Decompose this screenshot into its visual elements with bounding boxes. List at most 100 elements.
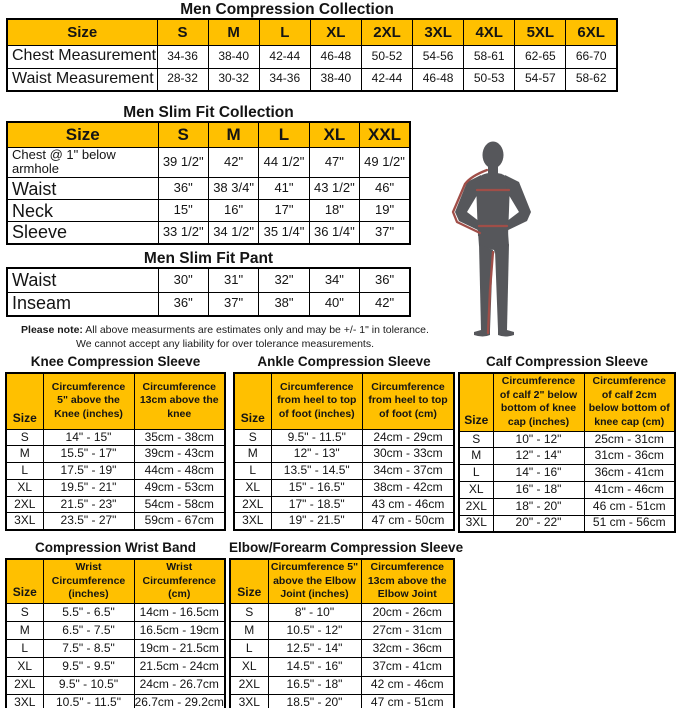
row-label-cell: M [229,621,269,641]
value-cell: 16" - 18" [492,480,585,499]
table-row: Chest @ 1" below armhole 39 1/2" 42" 44 1/2… [6,146,411,179]
wrist-band-title: Compression Wrist Band [34,540,197,555]
table-row: Waist 30" 31" 32" 34" 36" [6,267,411,293]
row-label-cell: XL [233,478,272,497]
size-header-cell: Size [6,18,158,46]
table-row: 3XL 18.5" - 20" 47 cm - 51cm [229,693,455,708]
value-cell: 62-65 [514,44,567,69]
table-row: 2XL 18" - 20" 46 cm - 51cm [458,497,676,516]
table-header: Size Circumference 5" above the Elbow Joi… [229,558,455,604]
inseam-measure-line [486,250,495,335]
value-cell: 31" [207,267,260,293]
value-cell: 14" - 15" [42,428,135,447]
value-cell: 10.5" - 11.5" [42,693,135,708]
men-slim-fit-table: Size S M L XL XXL Chest @ 1" below armhole 39 … [6,121,411,246]
value-cell: 47" [308,146,361,179]
value-cell: 34" [308,267,361,293]
table-row: M 12" - 13" 30cm - 33cm [233,445,455,464]
row-label-cell: XL [5,478,44,497]
header-row: Size S M L XL 2XL 3XL 4XL 5XL 6XL [6,18,618,46]
note-label: Please note: [21,324,83,336]
value-cell: 34cm - 37cm [362,462,455,480]
column-header-cell: Circumference 13cm above the knee [133,372,226,430]
value-cell: 41cm - 46cm [583,480,676,499]
value-cell: 38cm - 42cm [362,478,455,497]
column-header-cell: XL [308,121,361,148]
value-cell: 17" - 18.5" [270,495,363,514]
table-body: Chest Measurement 34-36 38-40 42-44 46-48 50-… [6,44,618,92]
value-cell: 36" [157,177,209,201]
row-label-cell: Waist [6,177,159,201]
value-cell: 26.7cm - 29.2cm [133,693,226,708]
table-row: L 14" - 16" 36cm - 41cm [458,464,676,482]
table-body: S 10" - 12" 25cm - 31cm M 12" - 14" 31cm - 36… [458,430,676,533]
table-body: Waist 30" 31" 32" 34" 36" Inseam 36" 37" 38" 40" 42… [6,267,411,317]
row-label-cell: M [233,445,272,464]
wrist-band-block: Compression Wrist Band Size Wrist Circumf… [5,540,226,708]
value-cell: 51 cm - 56cm [583,514,676,533]
value-cell: 19.5" - 21" [42,478,135,497]
column-header-cell: 6XL [565,18,618,46]
size-header-cell: Size [5,372,44,430]
elbow-sleeve-title: Elbow/Forearm Compression Sleeve [229,540,464,555]
row-label-cell: S [458,430,494,449]
size-header-cell: Size [5,558,44,604]
silhouette-pelvis [478,232,509,254]
column-header-cell: S [157,121,209,148]
silhouette-neck [488,165,498,175]
value-cell: 16.5cm - 19cm [133,621,226,641]
value-cell: 58-62 [565,67,618,92]
table-row: L 7.5" - 8.5" 19cm - 21.5cm [5,639,226,659]
column-header-cell: Circumference 5" above the Elbow Joint (… [267,558,362,604]
table-row: L 13.5" - 14.5" 34cm - 37cm [233,462,455,480]
knee-sleeve-title: Knee Compression Sleeve [30,354,201,369]
value-cell: 38 3/4" [207,177,260,201]
value-cell: 18" - 20" [492,497,585,516]
value-cell: 35 1/4" [258,221,310,245]
column-header-cell: Circumference of calf 2" below bottom of… [492,372,585,432]
table-header: Size S M L XL XXL [6,121,411,148]
value-cell: 12.5" - 14" [267,639,362,659]
value-cell: 42 cm - 46cm [360,675,455,695]
value-cell: 43 cm - 46cm [362,495,455,514]
table-row: M 6.5" - 7.5" 16.5cm - 19cm [5,621,226,641]
row-label-cell: Neck [6,199,159,223]
wrist-band-table: Size Wrist Circumference (inches) Wrist Ci… [5,558,226,708]
table-row: 2XL 17" - 18.5" 43 cm - 46cm [233,495,455,514]
value-cell: 37" [207,291,260,317]
value-cell: 19" - 21.5" [270,512,363,531]
column-header-cell: L [258,121,310,148]
table-row: S 5.5" - 6.5" 14cm - 16.5cm [5,602,226,623]
table-header: Size Circumference of calf 2" below botto… [458,372,676,432]
column-header-cell: Circumference 5" above the Knee (inches) [42,372,135,430]
value-cell: 47 cm - 50cm [362,512,455,531]
value-cell: 5.5" - 6.5" [42,602,135,623]
silhouette-left-foot [474,330,490,337]
size-header-cell: Size [229,558,269,604]
table-header: Size Circumference 5" above the Knee (inc… [5,372,226,430]
value-cell: 9.5" - 11.5" [270,428,363,447]
value-cell: 33 1/2" [157,221,209,245]
value-cell: 16" [207,199,260,223]
value-cell: 17.5" - 19" [42,462,135,480]
table-header: Size Circumference from heel to top of fo… [233,372,455,430]
table-row: S 10" - 12" 25cm - 31cm [458,430,676,449]
column-header-cell: Circumference of calf 2cm below bottom o… [583,372,676,432]
men-slim-fit-pant-title: Men Slim Fit Pant [143,250,274,267]
value-cell: 37" [359,221,411,245]
column-header-cell: Wrist Circumference (cm) [133,558,226,604]
men-slim-fit-pant-table: Waist 30" 31" 32" 34" 36" Inseam 36" 37" 38" 40" 42… [6,267,411,317]
table-row: 3XL 23.5" - 27" 59cm - 67cm [5,512,226,531]
value-cell: 46-48 [412,67,465,92]
value-cell: 49cm - 53cm [133,478,226,497]
value-cell: 8" - 10" [267,602,362,623]
column-header-cell: 5XL [514,18,567,46]
value-cell: 39 1/2" [157,146,209,179]
value-cell: 6.5" - 7.5" [42,621,135,641]
table-row: 2XL 21.5" - 23" 54cm - 58cm [5,495,226,514]
man-silhouette-figure [451,141,531,337]
value-cell: 35cm - 38cm [133,428,226,447]
value-cell: 34-36 [258,67,311,92]
value-cell: 47 cm - 51cm [360,693,455,708]
